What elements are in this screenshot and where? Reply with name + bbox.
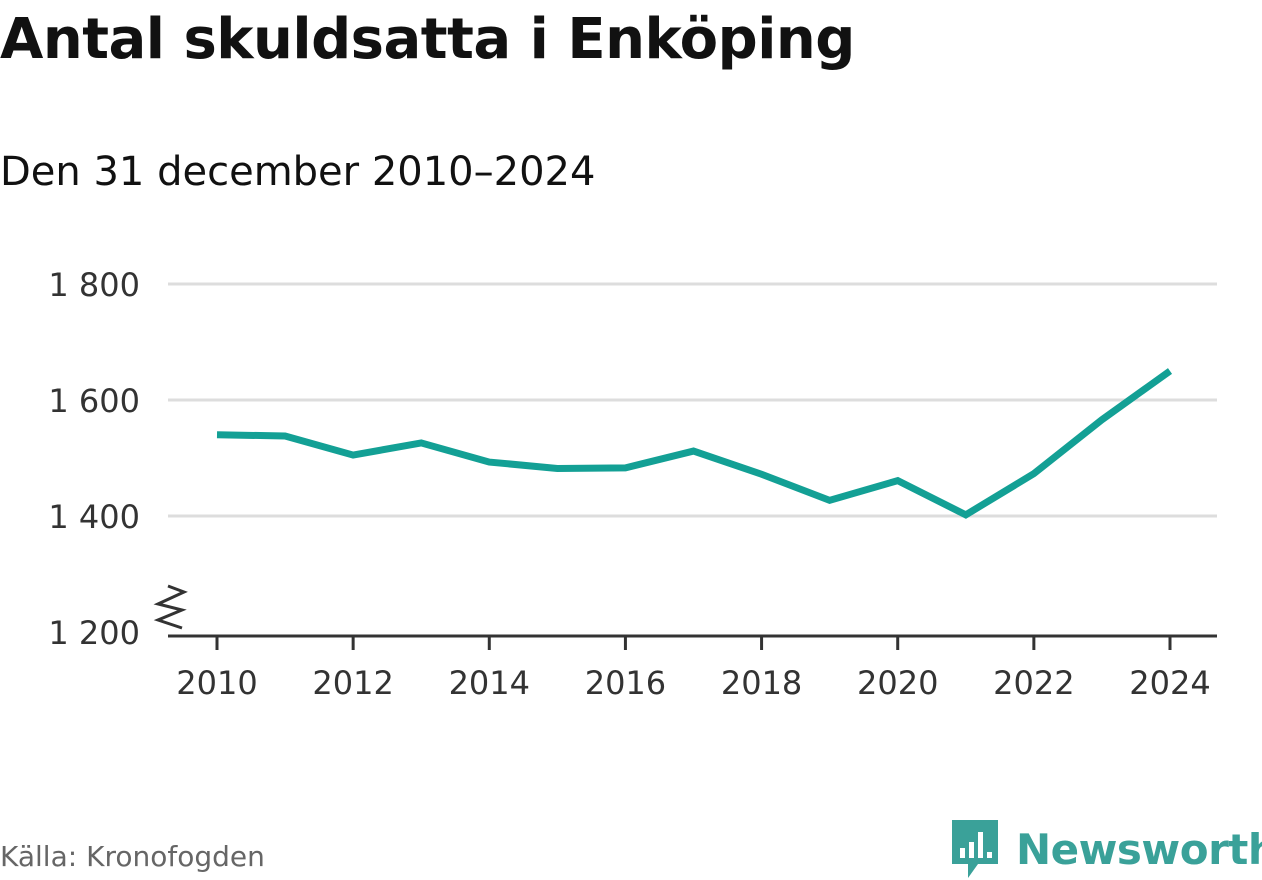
- axis-break-mark: [153, 584, 188, 630]
- series: [216, 368, 1173, 519]
- chart-title: Antal skuldsatta i Enköping: [0, 7, 855, 72]
- newsworthy-chart-bubble-icon: [952, 820, 998, 878]
- gridlines: [168, 282, 1217, 518]
- x-tick-label: 2012: [312, 664, 393, 702]
- x-tick-label: 2014: [449, 664, 530, 702]
- tick-labels: 1 200 1 400 1 600 1 800 2010 2012 2014 2016 2018…: [48, 266, 1210, 702]
- x-tick-label: 2022: [993, 664, 1074, 702]
- x-tick-label: 2024: [1129, 664, 1210, 702]
- brand-logo: Newsworthy: [950, 818, 1262, 880]
- source-note: Källa: Kronofogden: [0, 840, 265, 873]
- y-tick-label: 1 800: [48, 266, 140, 304]
- x-tick-label: 2018: [721, 664, 802, 702]
- brand-name: Newsworthy: [1016, 824, 1262, 874]
- x-tick-label: 2016: [585, 664, 666, 702]
- x-tick-label: 2020: [857, 664, 938, 702]
- y-tick-label: 1 600: [48, 382, 140, 420]
- axes: [153, 584, 1217, 650]
- y-tick-label: 1 400: [48, 498, 140, 536]
- y-tick-label: 1 200: [48, 614, 140, 652]
- series-line: [216, 368, 1173, 519]
- x-tick-label: 2010: [176, 664, 257, 702]
- chart-subtitle: Den 31 december 2010–2024: [0, 149, 596, 195]
